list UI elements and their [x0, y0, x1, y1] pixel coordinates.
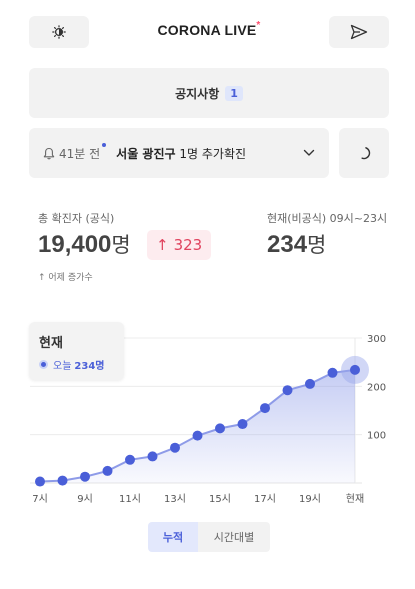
daily-increase-note: ↑ 어제 증가수	[38, 273, 93, 283]
top-bar: CORONA LIVE*	[29, 16, 389, 48]
daily-increase-value: 323	[173, 236, 203, 254]
new-indicator-dot	[102, 142, 107, 147]
total-cases-number: 19,400	[38, 231, 112, 258]
tab-hourly[interactable]: 시간대별	[198, 522, 270, 552]
legend-today-value: 234명	[74, 361, 105, 372]
data-point	[350, 364, 360, 375]
share-button[interactable]	[329, 16, 389, 48]
y-tick-label: 300	[367, 334, 386, 345]
y-tick-label: 100	[367, 431, 386, 442]
y-tick-label: 200	[367, 382, 386, 393]
x-tick-label: 11시	[119, 493, 141, 505]
current-cases-number: 234	[267, 231, 308, 258]
x-tick-label: 15시	[209, 493, 231, 505]
refresh-spinner-icon	[361, 147, 371, 160]
x-tick-label: 13시	[164, 493, 186, 505]
chevron-down-icon	[303, 149, 315, 156]
current-cases-unit: 명	[307, 233, 327, 257]
total-cases-unit: 명	[111, 233, 131, 257]
brightness-half-icon	[52, 25, 66, 39]
legend-title: 현재	[39, 336, 63, 351]
arrow-up-icon: ↑	[156, 236, 169, 254]
data-point	[57, 475, 68, 486]
data-point	[102, 465, 113, 476]
notice-label: 공지사항	[175, 86, 220, 101]
daily-increase-badge: ↑ 323	[147, 230, 212, 260]
refresh-button[interactable]	[339, 128, 389, 178]
data-point	[305, 378, 315, 389]
data-point	[80, 471, 90, 482]
current-cases-value: 234명	[267, 229, 326, 259]
notice-count-badge: 1	[225, 85, 243, 101]
x-tick-label: 현재	[346, 493, 364, 505]
data-point	[215, 423, 225, 434]
tab-cumulative[interactable]: 누적	[148, 522, 198, 552]
theme-toggle-button[interactable]	[29, 16, 89, 48]
data-point	[35, 476, 45, 487]
legend-today: 오늘 234명	[39, 357, 124, 372]
series-area	[40, 369, 355, 483]
series-marker-icon	[39, 360, 48, 369]
data-point	[147, 451, 158, 462]
x-tick-label: 7시	[32, 493, 48, 505]
logo-dot: *	[256, 20, 261, 31]
bell-icon	[43, 147, 55, 159]
latest-case-alert[interactable]: 41분 전 서울 광진구 1명 추가확진	[29, 128, 329, 178]
data-point	[192, 430, 203, 441]
data-point	[282, 385, 293, 396]
logo-main-text: CORONA	[157, 22, 221, 38]
total-cases-label: 총 확진자 (공식)	[38, 212, 115, 225]
alert-expand-toggle[interactable]	[303, 146, 315, 160]
chart-legend-card: 현재 오늘 234명	[29, 322, 124, 380]
data-point	[237, 419, 248, 430]
x-tick-label: 19시	[299, 493, 321, 505]
hourly-cases-chart: 100 200 300 7시 9시 11시 13시 15시 17시 19시 현재	[30, 334, 386, 505]
alert-location: 서울 광진구	[116, 146, 176, 161]
data-point	[260, 403, 270, 414]
current-cases-label: 현재(비공식) 09시~23시	[267, 212, 388, 225]
x-tick-label: 9시	[77, 493, 93, 505]
chart-mode-toggle: 누적 시간대별	[148, 522, 270, 552]
logo-live-text: LIVE	[224, 22, 257, 38]
alert-time: 41분 전	[59, 142, 107, 162]
total-cases-value: 19,400명	[38, 229, 131, 259]
alert-message-text: 1명 추가확진	[175, 146, 247, 161]
legend-today-label: 오늘	[53, 361, 72, 372]
alert-message: 서울 광진구 1명 추가확진	[116, 145, 246, 162]
notice-button[interactable]: 공지사항 1	[29, 68, 389, 118]
send-plane-icon	[350, 24, 368, 40]
alert-time-text: 41분 전	[59, 146, 101, 161]
data-point	[125, 454, 135, 465]
x-tick-label: 17시	[254, 493, 276, 505]
data-point	[327, 367, 338, 378]
data-point	[170, 442, 180, 453]
